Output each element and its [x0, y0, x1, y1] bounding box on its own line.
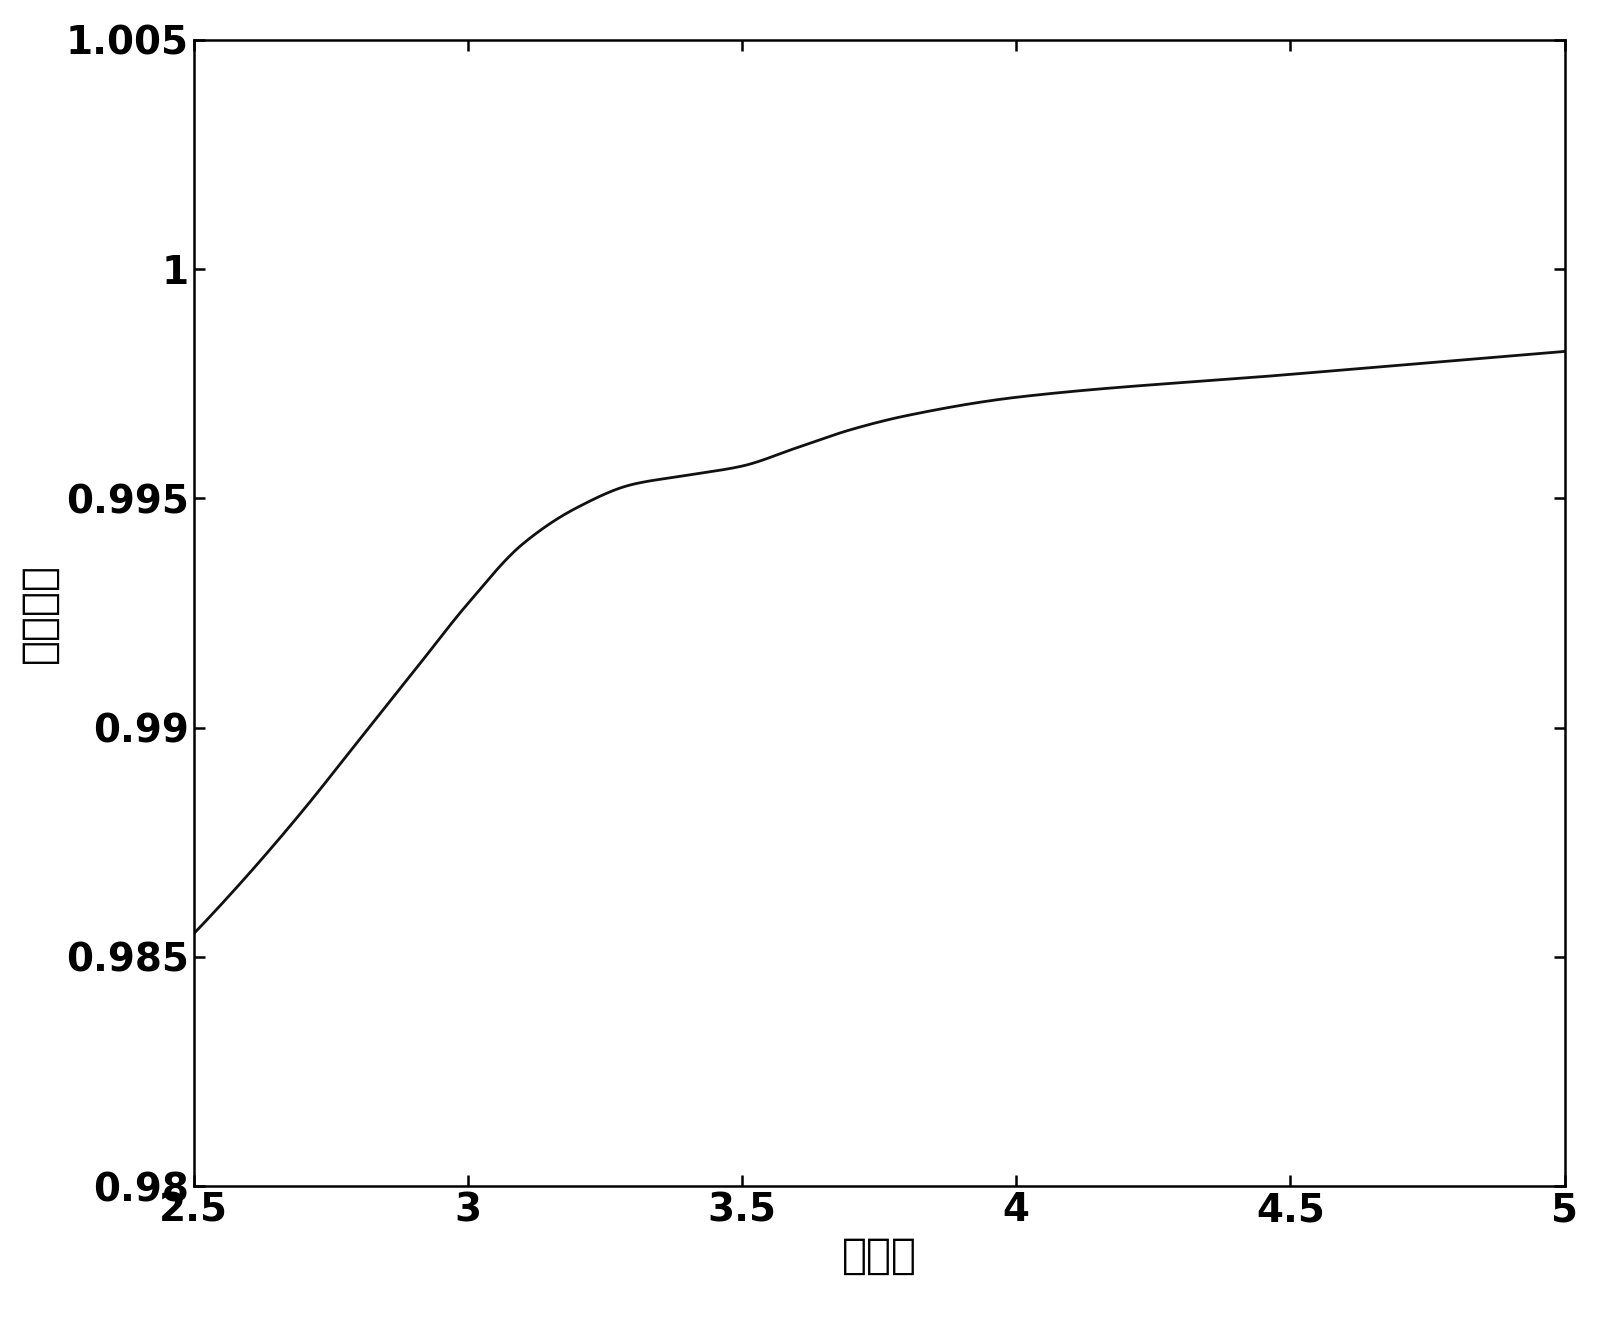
Y-axis label: 收集效率: 收集效率	[18, 563, 60, 663]
X-axis label: 高径比: 高径比	[842, 1235, 916, 1277]
